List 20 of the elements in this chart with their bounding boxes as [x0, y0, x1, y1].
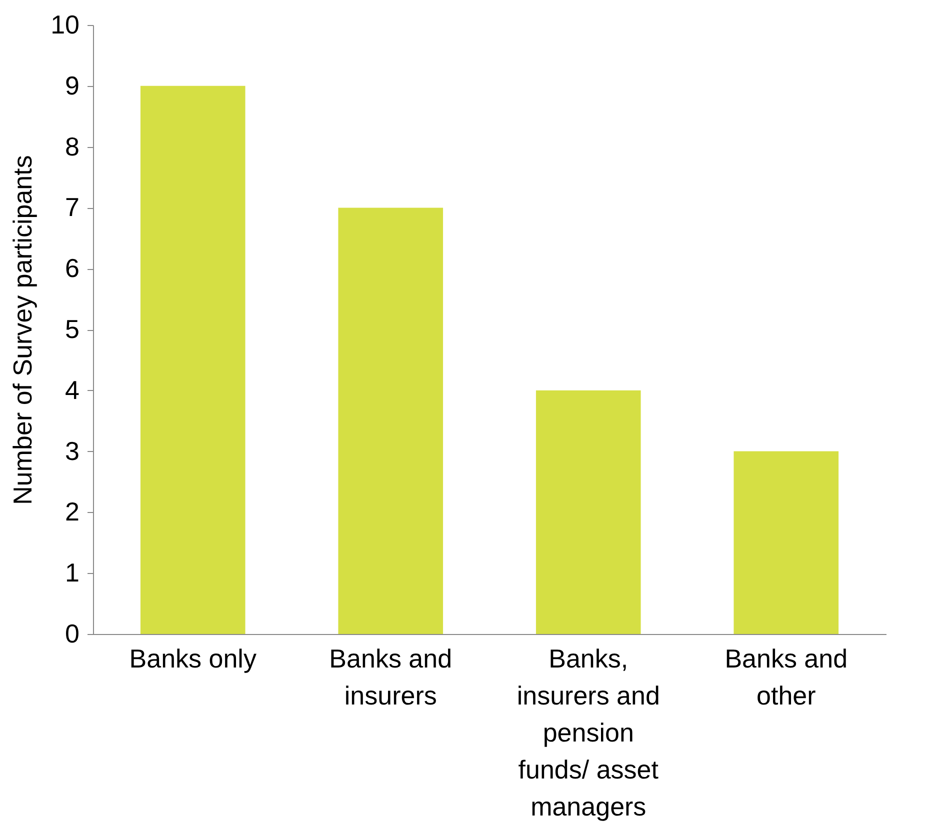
- y-tick-label: 1: [65, 558, 80, 588]
- y-tick-label: 4: [65, 374, 80, 405]
- y-tick-label: 9: [65, 70, 80, 100]
- y-tick-label: 5: [65, 314, 80, 344]
- y-tick-label: 7: [65, 192, 80, 222]
- bar: [734, 451, 839, 634]
- y-tick-label: 3: [65, 436, 80, 466]
- bar: [536, 390, 641, 634]
- y-tick-label: 0: [65, 618, 80, 648]
- y-axis-title: Number of Survey participants: [8, 155, 38, 505]
- x-tick-label: Banks, insurers and pension funds/ asset managers: [516, 644, 660, 822]
- bar: [140, 86, 246, 634]
- x-tick-label: Banks and insurers: [329, 644, 452, 710]
- bar: [338, 208, 444, 634]
- x-tick-label: Banks only: [129, 644, 256, 674]
- x-tick-label: Banks and other: [724, 644, 848, 710]
- y-tick-label: 10: [50, 10, 80, 40]
- y-tick-label: 2: [65, 496, 80, 527]
- y-tick-label: 6: [65, 253, 80, 284]
- y-tick-label: 8: [65, 131, 80, 162]
